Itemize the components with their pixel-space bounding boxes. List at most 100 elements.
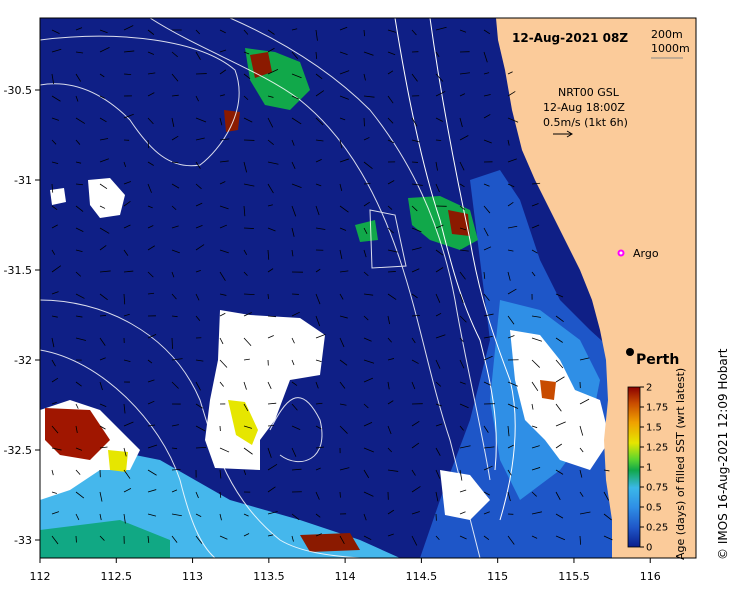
- current-arrow: [555, 403, 562, 412]
- current-arrow: [531, 249, 538, 254]
- current-arrow: [531, 224, 540, 229]
- current-arrow: [75, 337, 87, 341]
- arrow-scale-icon: [553, 130, 573, 138]
- current-arrow: [531, 403, 534, 410]
- current-arrow: [267, 183, 274, 194]
- current-arrow: [51, 117, 59, 121]
- current-arrow: [267, 69, 279, 75]
- current-arrow: [51, 139, 57, 145]
- current-arrow: [459, 135, 469, 141]
- current-arrow: [267, 464, 278, 471]
- current-arrow: [243, 513, 249, 517]
- current-arrow: [195, 202, 203, 207]
- current-arrow: [99, 47, 110, 53]
- current-arrow: [315, 315, 321, 327]
- current-arrow: [435, 403, 442, 407]
- current-arrow: [387, 381, 390, 390]
- current-arrow: [75, 73, 82, 82]
- current-arrow: [459, 403, 469, 409]
- current-arrow: [51, 265, 62, 273]
- current-arrow: [363, 469, 370, 479]
- current-arrow: [123, 421, 134, 427]
- current-arrow: [459, 72, 470, 75]
- perth-marker[interactable]: [626, 348, 634, 356]
- current-arrow: [387, 447, 393, 453]
- current-arrow: [75, 117, 86, 124]
- current-arrow: [147, 205, 153, 209]
- current-arrow: [99, 117, 107, 123]
- current-arrow: [99, 446, 108, 449]
- current-arrow: [147, 161, 154, 166]
- current-arrow: [171, 249, 180, 254]
- current-arrow: [603, 469, 610, 472]
- current-arrow: [363, 73, 366, 81]
- argo-marker[interactable]: [617, 249, 625, 257]
- current-arrow: [51, 535, 59, 545]
- current-arrow: [411, 381, 416, 390]
- current-arrow: [291, 139, 295, 146]
- current-arrow: [147, 183, 152, 193]
- arrow-scale-label: 0.5m/s (1kt 6h): [543, 116, 628, 129]
- current-arrow: [147, 29, 155, 35]
- current-arrow: [387, 315, 391, 325]
- depth-legend-200m: 200m: [651, 28, 683, 41]
- current-arrow: [147, 245, 155, 251]
- colorbar-label: Age (days) of filled SST (wrt latest): [674, 368, 687, 560]
- current-arrow: [483, 139, 492, 144]
- current-arrow: [459, 381, 466, 385]
- old-fill-patch-yellow-2: [108, 450, 128, 472]
- current-arrow: [51, 491, 57, 494]
- current-arrow: [147, 139, 150, 149]
- current-arrow: [507, 535, 515, 545]
- current-arrow: [411, 314, 420, 317]
- colorbar-gradient: [627, 386, 641, 548]
- current-arrow: [579, 425, 584, 436]
- current-arrow: [555, 315, 564, 322]
- current-arrow: [459, 489, 467, 493]
- current-arrow: [339, 26, 348, 31]
- current-arrow: [147, 292, 155, 295]
- current-arrow: [99, 205, 106, 209]
- current-arrow: [483, 465, 493, 471]
- current-arrow: [243, 425, 253, 429]
- credit-line: © IMOS 16-Aug-2021 12:09 Hobart: [716, 348, 730, 560]
- current-arrow: [507, 335, 515, 339]
- current-arrow: [171, 535, 178, 543]
- current-arrow: [411, 535, 418, 546]
- current-arrow: [363, 535, 372, 541]
- current-arrow: [219, 312, 226, 317]
- current-arrow: [195, 225, 203, 229]
- current-arrow: [459, 117, 463, 128]
- current-arrow: [291, 468, 302, 471]
- current-arrow: [459, 337, 464, 343]
- old-fill-patch-sw-brown: [45, 408, 110, 460]
- current-arrow: [603, 535, 613, 541]
- current-arrow: [219, 337, 224, 345]
- current-arrow: [267, 447, 272, 458]
- current-arrow: [195, 117, 207, 123]
- current-arrow: [219, 205, 229, 210]
- current-arrow: [75, 469, 81, 475]
- current-arrow: [219, 469, 222, 479]
- current-arrow: [51, 73, 55, 85]
- current-arrow: [51, 337, 55, 348]
- current-arrow: [123, 224, 131, 229]
- current-arrow: [339, 270, 349, 273]
- current-arrow: [387, 337, 392, 343]
- current-arrow: [483, 29, 491, 35]
- current-arrow: [483, 183, 490, 187]
- current-arrow: [411, 337, 416, 344]
- current-arrow: [243, 533, 250, 537]
- current-arrow: [363, 293, 374, 296]
- current-arrow: [267, 534, 274, 537]
- current-arrow: [411, 205, 418, 212]
- current-arrow: [291, 28, 298, 31]
- current-arrow: [507, 315, 515, 325]
- current-arrow: [123, 25, 134, 31]
- current-arrow: [507, 381, 518, 387]
- old-fill-patch-south-brown: [300, 533, 360, 552]
- current-arrow: [339, 158, 349, 163]
- current-arrow: [123, 313, 130, 317]
- current-arrow: [99, 513, 102, 521]
- current-arrow: [531, 203, 539, 207]
